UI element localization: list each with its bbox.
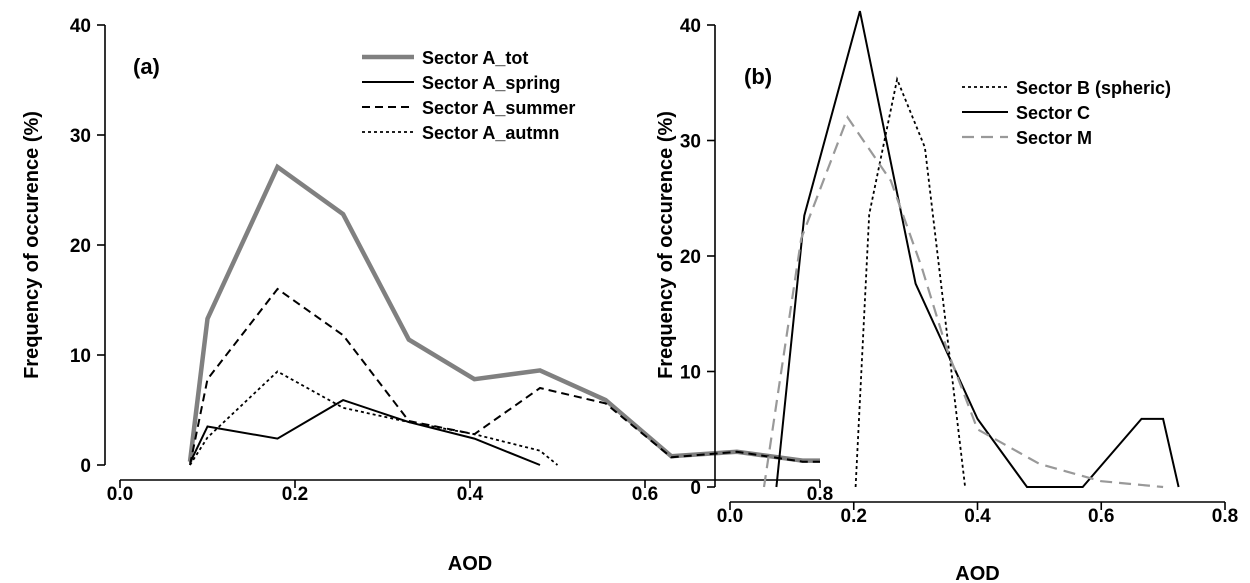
y-tick-label: 10 [680, 363, 701, 384]
y-tick-label: 30 [70, 126, 91, 147]
panel-b: 0.0 0.2 0.4 0.6 0.8 0 10 20 30 40 AOD Frequency of … [655, 10, 1238, 583]
legend-label: Sector A_autmn [422, 123, 559, 143]
legend-label: Sector M [1016, 128, 1092, 148]
panel-label: (a) [133, 54, 160, 79]
y-tick-label: 0 [690, 478, 701, 499]
x-tick-label: 0.4 [457, 484, 484, 505]
x-tick-label: 0.8 [807, 484, 833, 505]
series-line-sector-b-spheric- [854, 76, 966, 488]
y-tick-label: 20 [680, 247, 701, 268]
y-tick-label: 0 [80, 456, 91, 477]
series-line-sector-a-autmn [189, 370, 559, 466]
x-tick-label: 0.6 [1088, 506, 1114, 527]
x-axis-label: AOD [955, 563, 999, 583]
y-tick-label: 10 [70, 346, 91, 367]
x-tick-label: 0.2 [282, 484, 308, 505]
x-tick-label: 0.0 [717, 506, 743, 527]
panel-label: (b) [744, 64, 772, 89]
series-line-sector-a-summer [189, 287, 820, 466]
series-line-sector-a-spring [189, 399, 541, 466]
x-tick-label: 0.0 [107, 484, 133, 505]
legend-label: Sector A_spring [422, 73, 560, 93]
x-axis-label: AOD [448, 553, 492, 575]
panel-a: 0.0 0.2 0.4 0.6 0.8 0 10 20 30 40 AOD Frequency of … [21, 16, 833, 575]
x-tick-label: 0.4 [964, 506, 991, 527]
y-tick-label: 30 [680, 132, 701, 153]
y-tick-label: 20 [70, 236, 91, 257]
x-tick-label: 0.8 [1212, 506, 1238, 527]
x-tick-label: 0.2 [841, 506, 867, 527]
legend-label: Sector B (spheric) [1016, 78, 1171, 98]
legend-label: Sector C [1016, 103, 1090, 123]
legend-label: Sector A_summer [422, 98, 575, 118]
x-tick-label: 0.6 [632, 484, 658, 505]
y-axis-label: Frequency of occurence (%) [655, 111, 677, 379]
y-tick-label: 40 [70, 16, 91, 37]
legend-label: Sector A_tot [422, 48, 528, 68]
y-axis-label: Frequency of occurence (%) [21, 111, 43, 379]
series-line-sector-a-tot [187, 163, 820, 463]
y-tick-label: 40 [680, 16, 701, 37]
series-line-sector-c [775, 10, 1180, 488]
series-line-sector-m [762, 115, 1164, 489]
